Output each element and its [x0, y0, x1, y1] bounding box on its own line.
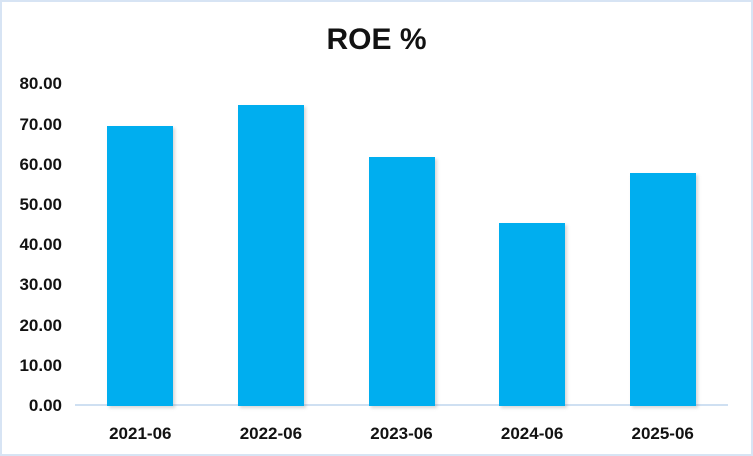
bar [629, 172, 696, 406]
y-axis-tick-label: 60.00 [19, 154, 62, 174]
x-axis-tick-label: 2022-06 [239, 424, 303, 443]
chart-title: ROE % [326, 23, 427, 56]
y-axis-tick-label: 70.00 [19, 114, 62, 134]
y-axis-tick-label: 50.00 [19, 195, 62, 214]
y-axis-tick-label: 0.00 [28, 396, 62, 415]
bar [237, 104, 304, 406]
x-axis-tick-label: 2021-06 [109, 424, 172, 443]
x-axis-tick-label: 2024-06 [500, 424, 564, 443]
bar [107, 125, 174, 406]
y-axis-tick-label: 30.00 [19, 275, 62, 295]
bar [368, 156, 435, 406]
bar [499, 223, 566, 406]
x-axis-tick-label: 2025-06 [631, 424, 694, 443]
y-axis-tick-label: 40.00 [19, 235, 62, 255]
y-axis-tick-label: 20.00 [19, 315, 62, 335]
x-axis-tick-label: 2023-06 [370, 424, 433, 443]
y-axis-tick-label: 80.00 [19, 74, 62, 94]
y-axis-tick-label: 10.00 [19, 355, 62, 375]
